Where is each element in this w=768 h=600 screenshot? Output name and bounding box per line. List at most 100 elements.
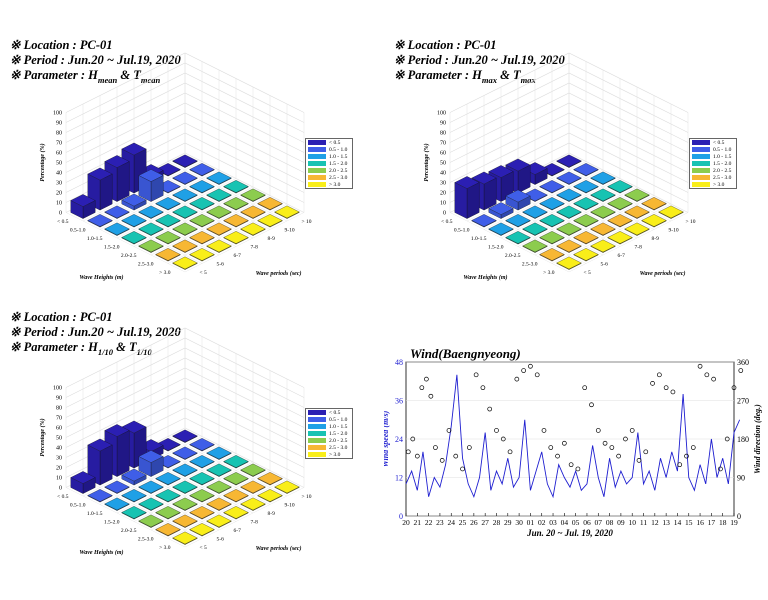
- gridline: [184, 487, 305, 548]
- panel-header: ※ Location : PC-01 ※ Period : Jun.20 ~ J…: [10, 310, 181, 357]
- bar-h6-p2: [206, 239, 232, 253]
- bar-h2-p5: [189, 455, 215, 469]
- period-tick-label: 6-7: [234, 253, 242, 259]
- bar-h2-p3: [539, 197, 565, 211]
- bar-h6-p5: [641, 214, 667, 228]
- z-tick-label: 100: [53, 386, 62, 392]
- wind-direction-point: [561, 440, 567, 446]
- bars-group: [70, 420, 300, 545]
- legend-swatch: [308, 438, 326, 443]
- bar-h2-p1: [121, 214, 147, 228]
- bar-h6-p3: [223, 231, 249, 245]
- parameter-label: ※ Parameter : Hmean & Tmean: [10, 68, 161, 85]
- bar-face-top: [87, 214, 113, 227]
- x-tick-label: 19: [730, 518, 738, 527]
- z-tick-label: 90: [56, 396, 62, 402]
- height-tick-label: > 3.0: [159, 545, 171, 551]
- x-tick-label: 01: [527, 518, 535, 527]
- bar-face-top: [206, 446, 232, 460]
- bar-h0-p0: [70, 471, 96, 494]
- bar-face-top: [172, 531, 198, 545]
- bar-h2-p5: [189, 180, 215, 194]
- bar-h6-p3: [223, 506, 249, 520]
- bar-face-top: [624, 205, 650, 219]
- z-tick-label: 50: [440, 161, 446, 167]
- gridline: [116, 453, 237, 514]
- bar-face-front: [116, 161, 130, 202]
- gridline: [517, 178, 638, 239]
- bar-h6-p2: [590, 239, 616, 253]
- z-tick-label: 10: [56, 201, 62, 207]
- x-tick-label: 26: [470, 518, 478, 527]
- x-tick-label: 21: [414, 518, 422, 527]
- legend-label: 2.5 - 3.0: [713, 174, 732, 181]
- legend-item: 2.5 - 3.0: [690, 174, 736, 181]
- gridline: [449, 212, 570, 273]
- bar-h5-p0: [539, 248, 565, 262]
- bar-h1-p2: [121, 468, 147, 486]
- bar-h1-p2: [505, 189, 531, 211]
- bar-h2-p6: [206, 446, 232, 460]
- legend-label: > 3.0: [329, 451, 341, 458]
- location-label: ※ Location : PC-01: [10, 310, 113, 324]
- bar-h3-p6: [223, 455, 249, 469]
- bar-h4-p1: [155, 506, 181, 520]
- bar-face-top: [206, 222, 232, 236]
- bar-h4-p3: [189, 489, 215, 503]
- gridline: [167, 436, 288, 497]
- gridline: [184, 427, 305, 488]
- wind-direction-point: [629, 428, 635, 433]
- height-tick-label: 1.0-1.5: [87, 511, 103, 517]
- bar-h1-p0: [471, 214, 497, 228]
- bar-face-top: [87, 167, 113, 181]
- z-tick-label: 60: [56, 151, 62, 157]
- bar-h2-p4: [172, 188, 198, 202]
- bar-face-top: [257, 472, 283, 485]
- x-tick-label: 30: [515, 518, 523, 527]
- bar-h3-p3: [556, 205, 582, 219]
- period-label: ※ Period : Jun.20 ~ Jul.19, 2020: [10, 53, 181, 67]
- wind-direction-point: [428, 393, 434, 399]
- gridline: [167, 161, 288, 222]
- z-axis-label: Percentage (%): [423, 143, 430, 181]
- legend-swatch: [308, 161, 326, 166]
- x-tick-label: 27: [481, 518, 489, 527]
- gridline: [167, 203, 288, 264]
- legend-label: 0.5 - 1.0: [329, 416, 348, 423]
- height-tick-label: 2.0-2.5: [121, 528, 137, 534]
- bar-face-top: [172, 205, 198, 219]
- bar-face-top: [257, 214, 283, 227]
- bar-face-top: [138, 450, 164, 463]
- bar-h4-p3: [189, 214, 215, 228]
- period-label: ※ Period : Jun.20 ~ Jul.19, 2020: [10, 325, 181, 339]
- bar-h5-p4: [223, 214, 249, 228]
- legend-label: 1.5 - 2.0: [713, 160, 732, 167]
- bar-face-top: [607, 197, 633, 210]
- legend-label: 1.0 - 1.5: [713, 153, 732, 160]
- bar-face-top: [573, 180, 599, 193]
- bar-h1-p3: [138, 450, 164, 477]
- bar-face-top: [556, 205, 582, 219]
- gridline: [150, 169, 271, 230]
- x-tick-label: 16: [696, 518, 704, 527]
- z-tick-label: 90: [56, 121, 62, 127]
- bar-face-top: [505, 214, 531, 227]
- legend-label: < 0.5: [713, 139, 725, 146]
- bar-face-top: [189, 248, 215, 261]
- wind-direction-point: [636, 458, 642, 463]
- period-tick-label: 8-9: [268, 236, 276, 242]
- bar-face-top: [240, 497, 266, 511]
- height-tick-label: 1.0-1.5: [471, 236, 487, 242]
- x-axis-label: Wave Heights (m): [463, 274, 507, 281]
- legend-swatch: [692, 168, 710, 173]
- bar-h4-p5: [607, 197, 633, 211]
- bar3d-chart-hmax: 0 10 20 30 40 50 60 70 80 90 100 Percentage (%) < 0.…: [423, 52, 696, 281]
- wind-direction-point: [439, 458, 445, 463]
- bar-face-top: [70, 471, 96, 484]
- wind-direction-point: [466, 445, 472, 450]
- bar-face-top: [607, 231, 633, 244]
- x-tick-label: 22: [425, 518, 433, 527]
- wind-direction-point: [602, 440, 608, 446]
- legend-swatch: [692, 147, 710, 152]
- bar-h6-p0: [172, 531, 198, 545]
